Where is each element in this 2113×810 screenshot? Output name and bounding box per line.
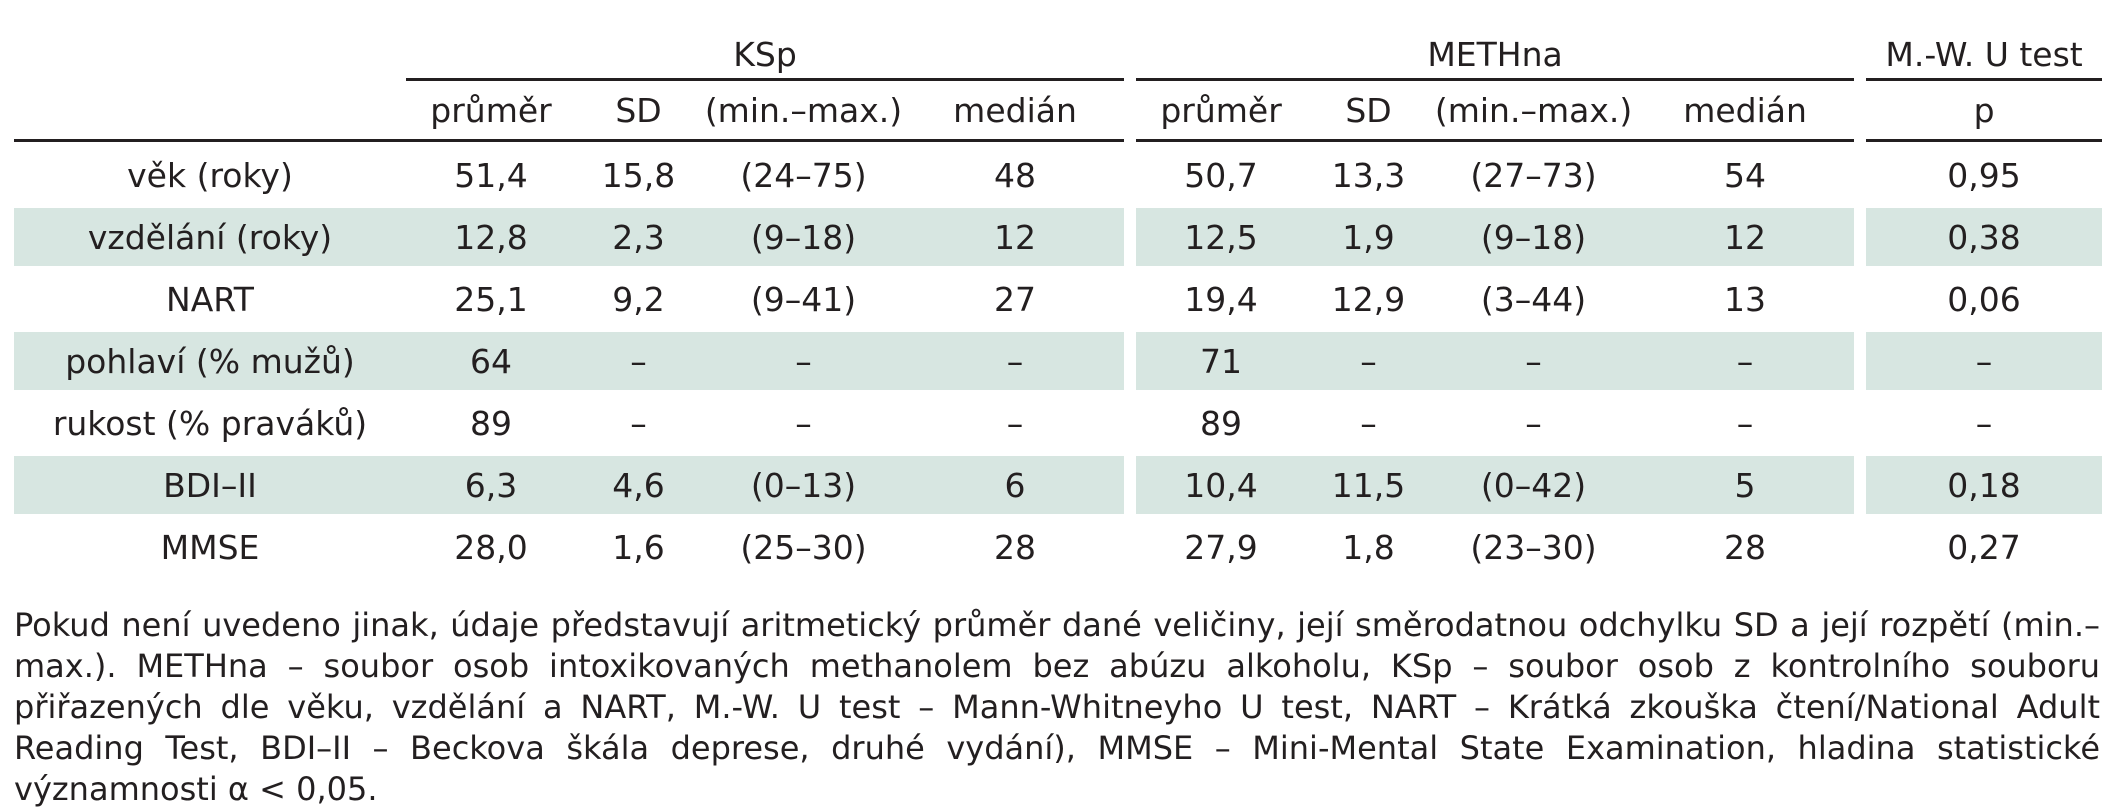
cell-ksp: 15,8 [576, 142, 701, 204]
cell-methna: 1,8 [1306, 514, 1432, 576]
row-label: rukost (% praváků) [14, 390, 406, 452]
cell-ksp: 25,1 [406, 266, 576, 328]
row-label: vzdělání (roky) [14, 204, 406, 266]
cell-ksp: 28,0 [406, 514, 576, 576]
cell-ksp: (9–18) [701, 204, 906, 266]
cell-p: – [1866, 390, 2103, 452]
subheader-ksp-mean: průměr [406, 81, 576, 142]
cell-ksp: 9,2 [576, 266, 701, 328]
cell-methna: – [1636, 328, 1855, 390]
cell-methna: 50,7 [1136, 142, 1307, 204]
cell-ksp: 6 [906, 452, 1125, 514]
cell-methna: 13,3 [1306, 142, 1432, 204]
cell-methna: 12,9 [1306, 266, 1432, 328]
cell-ksp: 6,3 [406, 452, 576, 514]
group-header-mwu: M.-W. U test [1866, 30, 2103, 81]
cell-ksp: – [701, 328, 906, 390]
table-footnote: Pokud není uvedeno jinak, údaje představ… [14, 606, 2100, 808]
cell-ksp: 89 [406, 390, 576, 452]
subheader-methna-sd: SD [1306, 81, 1432, 142]
cell-ksp: – [576, 328, 701, 390]
cell-ksp: 64 [406, 328, 576, 390]
cell-methna: – [1431, 390, 1637, 452]
cell-methna: 5 [1636, 452, 1855, 514]
table-row: věk (roky) 51,4 15,8 (24–75) 48 50,7 13,3 (27–7… [14, 142, 2103, 204]
cell-p: 0,38 [1866, 204, 2103, 266]
table-body: věk (roky) 51,4 15,8 (24–75) 48 50,7 13,3 (27–7… [14, 142, 2103, 576]
subheader-ksp-sd: SD [576, 81, 701, 142]
row-label: BDI–II [14, 452, 406, 514]
subheader-ksp-median: medián [906, 81, 1125, 142]
cell-methna: 12,5 [1136, 204, 1307, 266]
table-row: NART 25,1 9,2 (9–41) 27 19,4 12,9 (3–44) 13 0,06 [14, 266, 2103, 328]
cell-ksp: 51,4 [406, 142, 576, 204]
cell-p: 0,18 [1866, 452, 2103, 514]
cell-methna: (3–44) [1431, 266, 1637, 328]
subheader-methna-mean: průměr [1136, 81, 1307, 142]
cell-p: 0,27 [1866, 514, 2103, 576]
cell-ksp: 1,6 [576, 514, 701, 576]
subheader-p: p [1866, 81, 2103, 142]
subheader-ksp-range: (min.–max.) [701, 81, 906, 142]
cell-ksp: 27 [906, 266, 1125, 328]
cell-methna: 54 [1636, 142, 1855, 204]
subheader-methna-range: (min.–max.) [1431, 81, 1637, 142]
table-row: rukost (% praváků) 89– – –89– – – – [14, 390, 2103, 452]
cell-ksp: (9–41) [701, 266, 906, 328]
cell-methna: – [1636, 390, 1855, 452]
cell-methna: (0–42) [1431, 452, 1637, 514]
cell-ksp: 12 [906, 204, 1125, 266]
cell-p: – [1866, 328, 2103, 390]
cell-methna: 1,9 [1306, 204, 1432, 266]
cell-ksp: 12,8 [406, 204, 576, 266]
cell-methna: – [1431, 328, 1637, 390]
table-row: MMSE 28,0 1,6 (25–30) 28 27,9 1,8 (23–30) 28 0,27 [14, 514, 2103, 576]
row-label: MMSE [14, 514, 406, 576]
cell-methna: 27,9 [1136, 514, 1307, 576]
group-header-ksp: KSp [406, 30, 1125, 81]
cell-ksp: (25–30) [701, 514, 906, 576]
cell-methna: (23–30) [1431, 514, 1637, 576]
cell-ksp: – [701, 390, 906, 452]
cell-methna: 19,4 [1136, 266, 1307, 328]
cell-ksp: (24–75) [701, 142, 906, 204]
table-row: BDI–II 6,3 4,6 (0–13) 6 10,4 11,5 (0–42) 5 0,18 [14, 452, 2103, 514]
cell-ksp: 28 [906, 514, 1125, 576]
table-row: pohlaví (% mužů) 64– – –71– – – – [14, 328, 2103, 390]
cell-ksp: 48 [906, 142, 1125, 204]
cell-methna: 13 [1636, 266, 1855, 328]
cell-methna: – [1306, 390, 1432, 452]
cell-p: 0,06 [1866, 266, 2103, 328]
cell-p: 0,95 [1866, 142, 2103, 204]
row-label: věk (roky) [14, 142, 406, 204]
subheader-blank [14, 81, 406, 142]
header-blank [14, 30, 406, 81]
group-header-methna: METHna [1136, 30, 1855, 81]
cell-methna: 11,5 [1306, 452, 1432, 514]
cell-methna: 10,4 [1136, 452, 1307, 514]
subheader-methna-median: medián [1636, 81, 1855, 142]
cell-ksp: 4,6 [576, 452, 701, 514]
cell-ksp: – [906, 390, 1125, 452]
cell-ksp: 2,3 [576, 204, 701, 266]
cell-methna: 71 [1136, 328, 1307, 390]
row-label: NART [14, 266, 406, 328]
cell-methna: – [1306, 328, 1432, 390]
group-header-row: KSp METHna M.-W. U test [14, 30, 2103, 81]
cell-methna: (9–18) [1431, 204, 1637, 266]
table-row: vzdělání (roky) 12,8 2,3 (9–18) 12 12,5 1,9 (9–… [14, 204, 2103, 266]
cell-ksp: – [576, 390, 701, 452]
statistics-table: KSp METHna M.-W. U test průměr SD (min.–… [14, 30, 2103, 576]
cell-methna: 12 [1636, 204, 1855, 266]
cell-methna: (27–73) [1431, 142, 1637, 204]
cell-ksp: (0–13) [701, 452, 906, 514]
cell-methna: 89 [1136, 390, 1307, 452]
row-label: pohlaví (% mužů) [14, 328, 406, 390]
cell-methna: 28 [1636, 514, 1855, 576]
subheader-row: průměr SD (min.–max.) medián průměr SD (… [14, 81, 2103, 142]
cell-ksp: – [906, 328, 1125, 390]
